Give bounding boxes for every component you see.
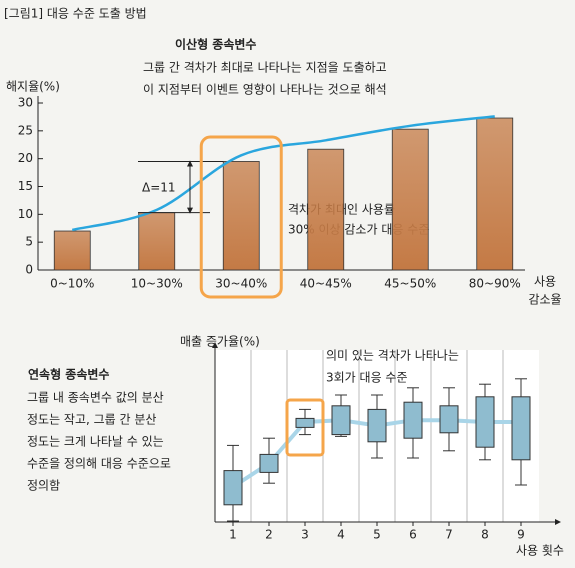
description: 정도는 작고, 그룹 간 분산: [27, 413, 156, 427]
x-tick-label: 40~45%: [300, 277, 352, 291]
box: [223, 470, 243, 506]
box: [403, 401, 423, 439]
x-axis-label: 감소율: [528, 293, 561, 307]
bar: [391, 128, 429, 271]
x-tick-label: 2: [265, 528, 273, 542]
annotation: 의미 있는 격차가 나타나는: [326, 349, 459, 363]
bar: [53, 230, 91, 271]
bar: [476, 117, 514, 271]
box: [439, 405, 459, 434]
chart-subtitle: 이 지점부터 이벤트 영향이 나타나는 것으로 해석: [143, 83, 387, 97]
x-tick-label: 30~40%: [215, 277, 267, 291]
x-tick-label: 3: [301, 528, 309, 542]
x-tick-label: 9: [517, 528, 525, 542]
chart-subtitle: 그룹 간 격차가 최대로 나타나는 지점을 도출하고: [143, 61, 387, 75]
box: [331, 405, 351, 436]
description: 정의함: [27, 479, 60, 493]
x-tick-label: 8: [481, 528, 489, 542]
x-tick-label: 80~90%: [469, 277, 521, 291]
chart-title: 이산형 종속변수: [175, 37, 256, 52]
x-tick-label: 45~50%: [384, 277, 436, 291]
x-tick-label: 0~10%: [50, 277, 94, 291]
annotation: 3회가 대응 수준: [326, 371, 408, 385]
y-tick-label: 0: [25, 263, 33, 277]
x-axis-label: 사용: [534, 275, 556, 289]
line: [71, 115, 495, 232]
highlight: [285, 398, 325, 457]
highlight: [199, 135, 283, 299]
box: [511, 396, 531, 461]
x-tick-label: 1: [229, 528, 237, 542]
x-tick-label: 7: [445, 528, 453, 542]
x-tick-label: 10~30%: [131, 277, 183, 291]
bar: [307, 148, 345, 271]
description: 수준을 정의해 대응 수준으로: [27, 457, 171, 471]
chart-title: 연속형 종속변수: [28, 367, 109, 382]
box: [475, 396, 495, 448]
y-axis-label: 해지율(%): [6, 80, 60, 94]
y-tick-label: 10: [18, 207, 33, 221]
y-tick-label: 15: [18, 179, 33, 193]
figure-title: [그림1] 대응 수준 도출 방법: [4, 7, 147, 21]
y-tick-label: 20: [18, 151, 33, 165]
x-axis-label: 사용 횟수: [516, 544, 564, 558]
description: 정도는 크게 나타날 수 있는: [27, 435, 164, 449]
y-tick-label: 5: [25, 235, 33, 249]
bar: [222, 161, 260, 271]
description: 그룹 내 종속변수 값의 분산: [27, 391, 164, 405]
box: [367, 408, 387, 443]
delta-label: Δ=11: [142, 181, 176, 195]
x-tick-label: 4: [337, 528, 345, 542]
y-axis-label: 매출 증가율(%): [180, 335, 260, 349]
x-tick-label: 6: [409, 528, 417, 542]
box: [295, 417, 315, 428]
x-tick-label: 5: [373, 528, 381, 542]
box: [259, 453, 279, 473]
y-tick-label: 25: [18, 123, 33, 137]
y-tick-label: 30: [18, 96, 33, 110]
bar: [138, 212, 176, 271]
